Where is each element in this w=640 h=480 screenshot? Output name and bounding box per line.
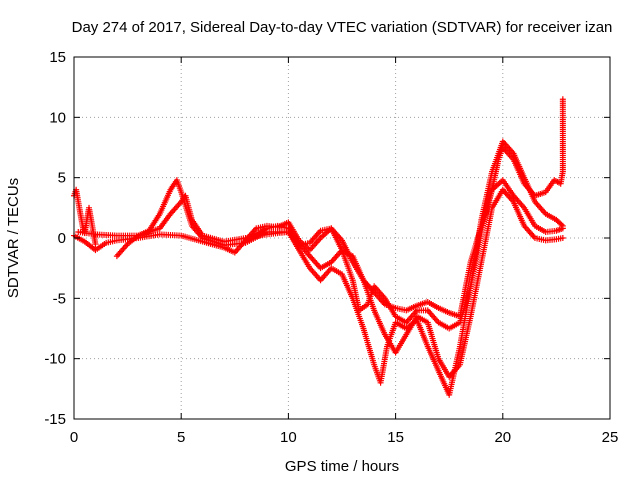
y-tick-label: 15 (49, 49, 66, 66)
x-tick-label: 15 (387, 429, 404, 446)
data-points (71, 96, 566, 398)
x-tick-label: 0 (70, 429, 78, 446)
y-tick-label: 5 (58, 170, 66, 187)
data-point (559, 96, 566, 103)
x-tick-label: 5 (177, 429, 185, 446)
y-axis-label: SDTVAR / TECUs (5, 178, 22, 298)
x-tick-label: 25 (602, 429, 619, 446)
y-tick-label: 10 (49, 109, 66, 126)
x-tick-label: 20 (494, 429, 511, 446)
y-tick-label: 0 (58, 230, 66, 247)
axis-ticks: 0 5 10 15 20 25 -15 -10 -5 0 5 10 15 (44, 49, 618, 446)
y-tick-label: -10 (44, 351, 66, 368)
data-point (559, 235, 566, 241)
x-axis-label: GPS time / hours (285, 458, 399, 475)
x-tick-label: 10 (280, 429, 297, 446)
chart-title: Day 274 of 2017, Sidereal Day-to-day VTE… (72, 19, 613, 36)
y-tick-label: -15 (44, 411, 66, 428)
data-point (92, 241, 99, 248)
y-tick-label: -5 (53, 290, 66, 307)
data-point (559, 222, 566, 229)
data-point (558, 221, 565, 228)
